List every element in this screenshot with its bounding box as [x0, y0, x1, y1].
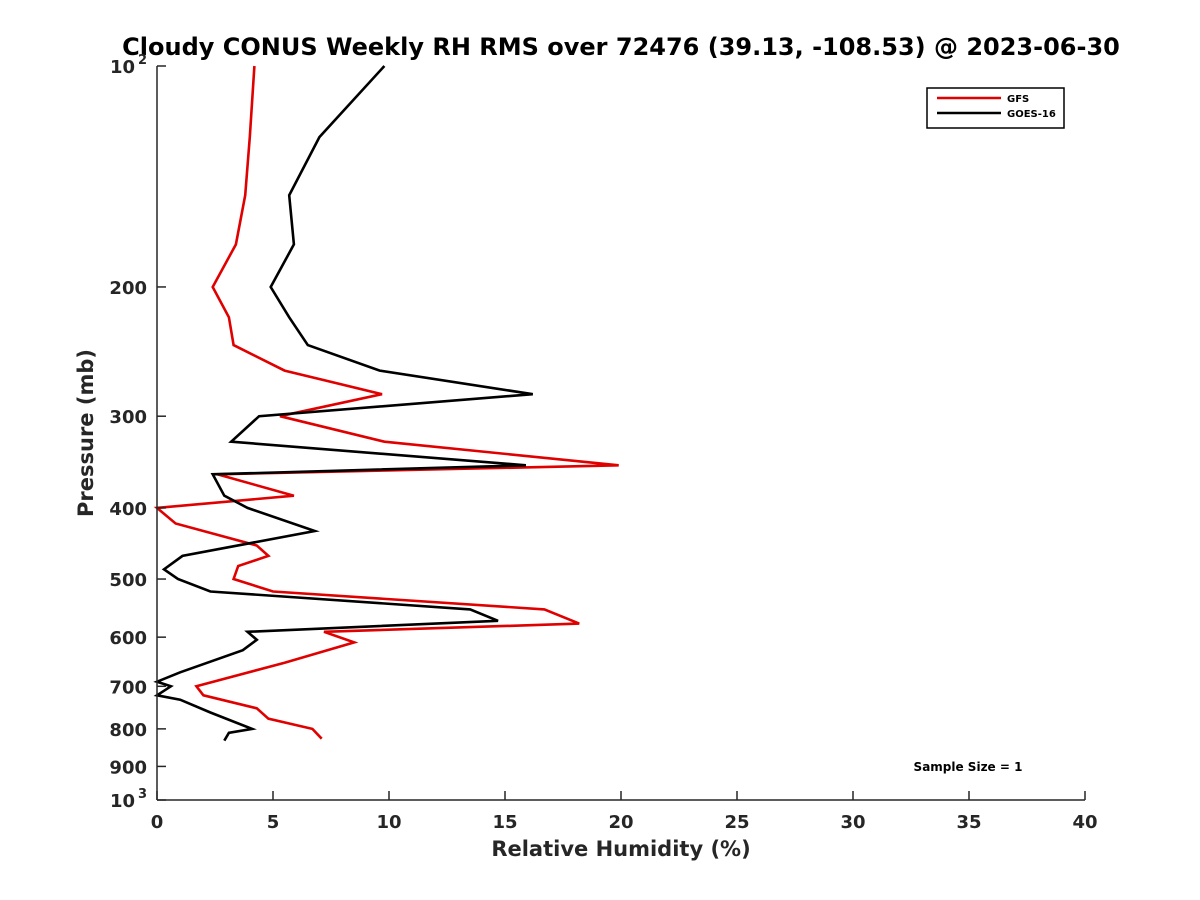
- y-tick-exponent: 3: [138, 787, 147, 802]
- x-tick-label: 10: [376, 812, 401, 833]
- y-tick-label: 600: [109, 628, 147, 649]
- series-layer: [153, 65, 619, 742]
- x-tick-label: 40: [1072, 812, 1097, 833]
- x-tick-label: 20: [608, 812, 633, 833]
- legend-entry-label: GFS: [1007, 94, 1029, 105]
- y-tick-label: 900: [109, 757, 147, 778]
- sample-size-annotation: Sample Size = 1: [914, 760, 1023, 774]
- series-line-goes-16: [153, 65, 533, 742]
- x-axis: 0 5 10 15 20 25 30 35 40: [151, 791, 1098, 833]
- x-tick-label: 30: [840, 812, 865, 833]
- y-tick-label: 10: [110, 791, 135, 812]
- y-axis-label: Pressure (mb): [74, 349, 98, 517]
- x-axis-label: Relative Humidity (%): [491, 837, 750, 861]
- x-tick-label: 25: [724, 812, 749, 833]
- y-tick-label: 800: [109, 720, 147, 741]
- y-tick-label: 400: [109, 499, 147, 520]
- series-line-gfs: [153, 65, 619, 740]
- legend-entry-label: GOES-16: [1007, 109, 1056, 120]
- y-tick-label: 200: [109, 278, 147, 299]
- y-tick-exponent: 2: [138, 53, 147, 68]
- y-tick-label: 10: [110, 57, 135, 78]
- y-tick-label: 500: [109, 570, 147, 591]
- y-tick-label: 300: [109, 407, 147, 428]
- y-tick-label: 700: [109, 677, 147, 698]
- chart-title: Cloudy CONUS Weekly RH RMS over 72476 (3…: [122, 33, 1120, 61]
- x-tick-label: 35: [956, 812, 981, 833]
- legend-box: [926, 87, 1065, 129]
- x-tick-label: 5: [267, 812, 280, 833]
- x-tick-label: 0: [151, 812, 164, 833]
- x-tick-label: 15: [492, 812, 517, 833]
- legend: GFS GOES-16: [926, 87, 1065, 129]
